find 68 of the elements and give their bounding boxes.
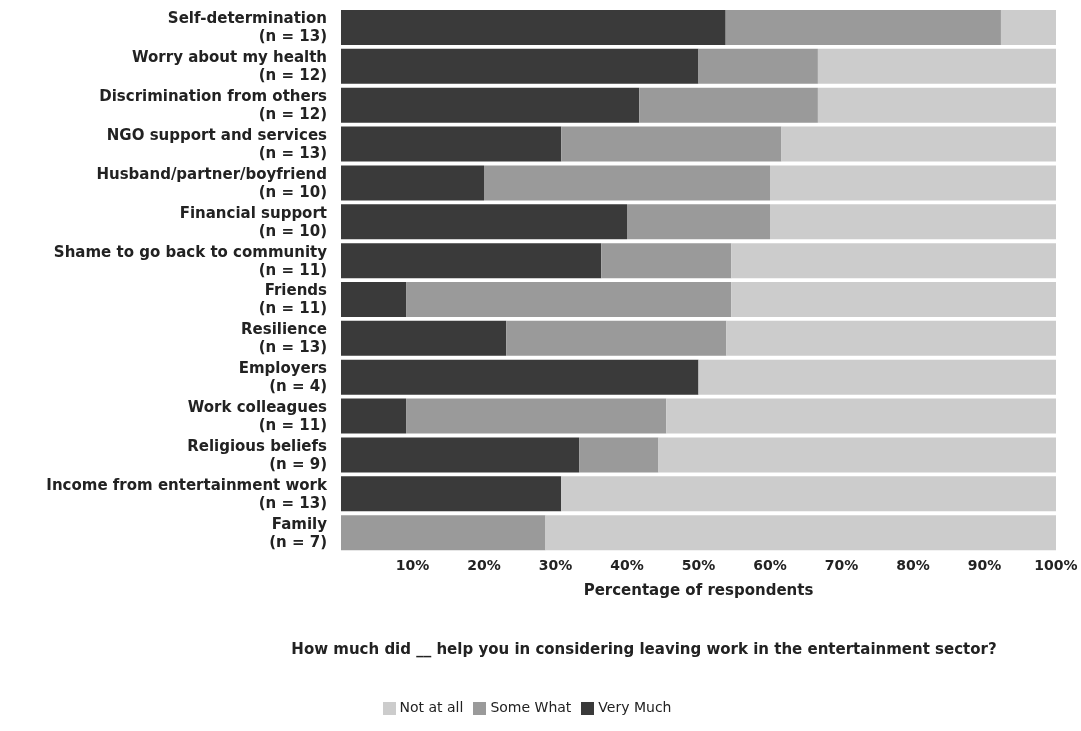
y-tick-label: Religious beliefs (n = 9) bbox=[187, 436, 328, 473]
bar bbox=[506, 320, 727, 356]
y-tick-label: Friends (n = 11) bbox=[258, 281, 328, 318]
legend-label: Not at all bbox=[399, 699, 464, 715]
bar bbox=[341, 398, 407, 434]
bar bbox=[341, 320, 507, 356]
bar bbox=[561, 476, 1056, 512]
x-tick-label: 80% bbox=[896, 556, 930, 573]
x-axis-title: Percentage of respondents bbox=[583, 581, 814, 599]
y-tick-label: NGO support and services (n = 13) bbox=[106, 126, 328, 162]
bar bbox=[341, 126, 562, 162]
bar bbox=[406, 282, 732, 317]
bar bbox=[341, 165, 484, 201]
y-tick-label: Employers (n = 4) bbox=[238, 359, 328, 396]
y-tick-label: Worry about my health (n = 12) bbox=[132, 48, 327, 85]
x-tick-label: 60% bbox=[753, 556, 787, 573]
bar bbox=[781, 126, 1056, 162]
bar bbox=[406, 398, 667, 434]
bar bbox=[341, 359, 699, 395]
bar bbox=[579, 437, 659, 473]
x-tick-label: 90% bbox=[967, 556, 1002, 573]
bar bbox=[658, 437, 1056, 473]
bar bbox=[817, 87, 1056, 123]
bar bbox=[731, 243, 1056, 279]
y-tick-label: Shame to go back to community (n = 11) bbox=[53, 242, 328, 279]
y-tick-label: Discrimination from others (n = 12) bbox=[99, 87, 328, 124]
bar bbox=[341, 476, 562, 512]
y-tick-label: Self-determination (n = 13) bbox=[167, 9, 327, 46]
text: How much did __ help you in considering leaving work in the entertainment sector? bbox=[290, 640, 998, 658]
bar bbox=[561, 126, 782, 162]
y-tick-label: Resilience (n = 13) bbox=[241, 320, 327, 357]
legend-label: Very Much bbox=[598, 699, 672, 715]
bar bbox=[817, 48, 1056, 84]
bar bbox=[341, 437, 580, 473]
bar bbox=[484, 165, 770, 201]
bar bbox=[627, 204, 770, 240]
bar bbox=[770, 165, 1056, 201]
bar bbox=[545, 515, 1056, 551]
bar bbox=[341, 243, 602, 279]
bar bbox=[1000, 10, 1056, 45]
x-tick-label: 50% bbox=[681, 556, 716, 573]
y-tick-label: Income from entertainment work (n = 13) bbox=[46, 475, 329, 512]
y-tick-label: Husband/partner/boyfriend (n = 10) bbox=[96, 164, 327, 201]
x-tick-label: 70% bbox=[824, 556, 859, 573]
bar bbox=[601, 243, 732, 279]
bar bbox=[341, 204, 627, 240]
bar bbox=[725, 10, 1001, 45]
x-tick-label: 20% bbox=[467, 556, 501, 573]
bar bbox=[726, 320, 1056, 356]
bar bbox=[341, 515, 546, 551]
x-tick-label: 40% bbox=[610, 556, 644, 573]
bar bbox=[341, 282, 407, 317]
legend-label: Some What bbox=[490, 699, 572, 715]
x-tick-label: 10% bbox=[395, 556, 430, 573]
bar bbox=[341, 87, 640, 123]
y-tick-label: Financial support (n = 10) bbox=[179, 203, 327, 240]
x-tick-label: 30% bbox=[538, 556, 573, 573]
bar bbox=[341, 48, 699, 84]
bar bbox=[731, 282, 1056, 317]
bar bbox=[666, 398, 1056, 434]
bar bbox=[341, 10, 726, 45]
bar bbox=[698, 359, 1056, 395]
bar bbox=[698, 48, 818, 84]
y-tick-label: Work colleagues (n = 11) bbox=[187, 398, 328, 434]
bar bbox=[770, 204, 1056, 240]
bar bbox=[639, 87, 818, 123]
y-tick-label: Family (n = 7) bbox=[269, 514, 328, 551]
x-tick-label: 100% bbox=[1034, 556, 1078, 573]
